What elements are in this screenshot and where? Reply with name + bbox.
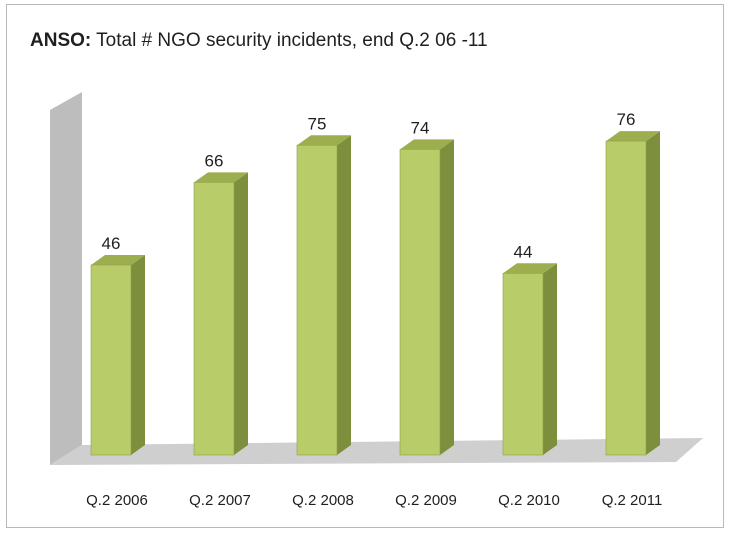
- chart-title-rest: Total # NGO security incidents, end Q.2 …: [91, 30, 488, 51]
- bar: [296, 135, 351, 456]
- chart-background: [50, 92, 703, 465]
- chart-title-lead: ANSO:: [30, 30, 92, 51]
- bar-side: [646, 131, 660, 455]
- back-wall: [50, 92, 82, 465]
- bar-top: [503, 263, 557, 274]
- data-label: 76: [617, 110, 636, 129]
- bar-top: [297, 135, 351, 146]
- bar-front: [296, 144, 338, 456]
- bar-front: [193, 182, 235, 456]
- x-tick-label: Q.2 2011: [602, 492, 663, 509]
- bar-front: [605, 140, 647, 456]
- x-tick-label: Q.2 2009: [395, 492, 457, 509]
- data-label: 46: [102, 234, 121, 253]
- x-tick-label: Q.2 2008: [292, 492, 354, 509]
- bar: [605, 131, 660, 456]
- data-label: 66: [205, 151, 224, 170]
- bar-top: [400, 139, 454, 150]
- bar-side: [543, 263, 557, 455]
- data-label: 74: [411, 118, 430, 137]
- chart-title: ANSO: Total # NGO security incidents, en…: [30, 30, 488, 52]
- bar: [502, 263, 557, 456]
- bars-group: [90, 131, 660, 456]
- data-label: 44: [514, 242, 533, 261]
- x-tick-label: Q.2 2010: [498, 492, 560, 509]
- bar-top: [91, 255, 145, 266]
- bar-side: [234, 172, 248, 456]
- bar-side: [131, 255, 145, 455]
- bar-top: [194, 172, 248, 183]
- bar-front: [90, 264, 132, 456]
- bar-side: [337, 135, 351, 455]
- bar-front: [399, 149, 441, 456]
- bar-side: [440, 139, 454, 455]
- bar: [90, 255, 145, 456]
- data-label: 75: [308, 114, 327, 133]
- x-tick-label: Q.2 2006: [86, 492, 148, 509]
- bar: [399, 139, 454, 456]
- labels-group: 46 Q.2 2006 66 Q.2 2007 75 Q.2 2008 74 Q.2 2009…: [86, 110, 662, 509]
- bar-front: [502, 272, 544, 456]
- bar: [193, 172, 248, 456]
- floor: [50, 438, 703, 465]
- bar-top: [606, 131, 660, 142]
- x-tick-label: Q.2 2007: [189, 492, 251, 509]
